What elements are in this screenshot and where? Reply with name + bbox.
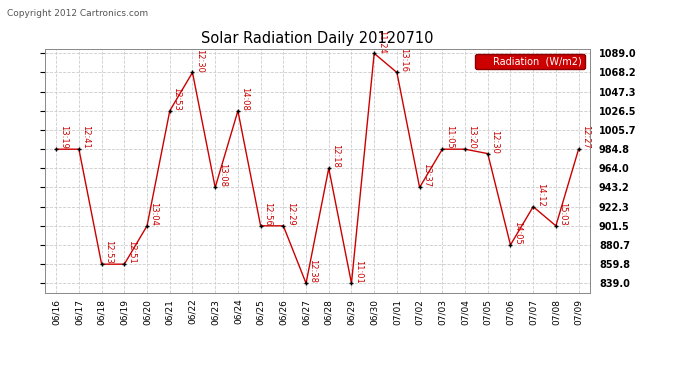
Text: 11:01: 11:01 bbox=[354, 260, 363, 283]
Legend: Radiation  (W/m2): Radiation (W/m2) bbox=[475, 54, 585, 69]
Text: 11:24: 11:24 bbox=[377, 30, 386, 53]
Text: 13:20: 13:20 bbox=[468, 125, 477, 149]
Text: 12:29: 12:29 bbox=[286, 202, 295, 226]
Text: 13:16: 13:16 bbox=[400, 48, 408, 72]
Point bbox=[414, 184, 425, 190]
Point bbox=[187, 69, 198, 75]
Text: 12:53: 12:53 bbox=[172, 87, 181, 111]
Text: 13:19: 13:19 bbox=[59, 125, 68, 149]
Point bbox=[551, 223, 562, 229]
Text: 14:08: 14:08 bbox=[240, 87, 249, 111]
Text: 12:56: 12:56 bbox=[263, 202, 272, 226]
Point bbox=[460, 146, 471, 152]
Text: 12:18: 12:18 bbox=[331, 144, 340, 168]
Point bbox=[573, 146, 584, 152]
Text: 14:05: 14:05 bbox=[513, 221, 522, 245]
Text: 12:41: 12:41 bbox=[81, 126, 90, 149]
Point bbox=[141, 223, 152, 229]
Text: 11:05: 11:05 bbox=[445, 126, 454, 149]
Text: 12:30: 12:30 bbox=[195, 49, 204, 72]
Point bbox=[233, 108, 244, 114]
Point bbox=[391, 69, 402, 75]
Text: 13:37: 13:37 bbox=[422, 164, 431, 188]
Point bbox=[528, 204, 539, 210]
Point bbox=[50, 146, 61, 152]
Text: 12:53: 12:53 bbox=[104, 240, 113, 264]
Point bbox=[210, 184, 221, 190]
Text: 12:30: 12:30 bbox=[490, 130, 499, 154]
Text: 15:03: 15:03 bbox=[558, 202, 567, 226]
Text: 14:12: 14:12 bbox=[535, 183, 544, 207]
Point bbox=[119, 261, 130, 267]
Text: 12:27: 12:27 bbox=[581, 125, 590, 149]
Point bbox=[164, 108, 175, 114]
Text: 12:51: 12:51 bbox=[127, 240, 136, 264]
Point bbox=[301, 280, 312, 286]
Point bbox=[346, 280, 357, 286]
Text: Copyright 2012 Cartronics.com: Copyright 2012 Cartronics.com bbox=[7, 9, 148, 18]
Point bbox=[255, 223, 266, 229]
Point bbox=[505, 242, 516, 248]
Text: 12:38: 12:38 bbox=[308, 259, 317, 283]
Point bbox=[437, 146, 448, 152]
Point bbox=[278, 223, 289, 229]
Point bbox=[482, 151, 493, 157]
Point bbox=[368, 50, 380, 56]
Point bbox=[323, 165, 334, 171]
Text: 13:08: 13:08 bbox=[217, 164, 226, 188]
Point bbox=[96, 261, 107, 267]
Text: 13:04: 13:04 bbox=[150, 202, 159, 226]
Point bbox=[73, 146, 84, 152]
Title: Solar Radiation Daily 20120710: Solar Radiation Daily 20120710 bbox=[201, 31, 433, 46]
